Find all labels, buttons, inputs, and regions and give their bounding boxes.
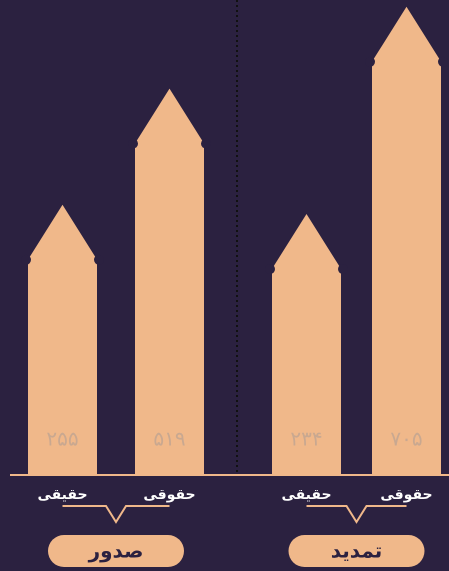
- arrow-notch: [338, 264, 348, 275]
- bar: [270, 214, 343, 476]
- arrow-notch: [201, 138, 211, 149]
- arrow-notch: [265, 264, 275, 275]
- group-brace: [62, 505, 170, 524]
- x-tick-label: حقیقی: [37, 487, 87, 503]
- arrow-notch: [128, 138, 138, 149]
- bar: [26, 204, 99, 476]
- bar: [370, 6, 443, 476]
- group-brace: [306, 505, 407, 524]
- value-label: ۲۵۵: [46, 427, 78, 451]
- value-label: ۵۱۹: [153, 427, 185, 451]
- arrow-notch: [438, 56, 448, 67]
- group-pill: [288, 535, 425, 567]
- x-tick-label: حقیقی: [281, 487, 331, 503]
- group-pill: [48, 535, 184, 567]
- arrow-notch: [21, 254, 31, 265]
- arrow-notch: [94, 254, 104, 265]
- value-label: ۲۳۴: [290, 427, 322, 451]
- group-label: صدور: [88, 539, 144, 563]
- group-label: تمدید: [331, 539, 383, 563]
- x-tick-label: حقوقی: [380, 487, 432, 503]
- bar: [133, 88, 206, 475]
- value-label: ۷۰۵: [390, 427, 422, 451]
- x-tick-label: حقوقی: [143, 487, 195, 503]
- arrow-notch: [365, 56, 375, 67]
